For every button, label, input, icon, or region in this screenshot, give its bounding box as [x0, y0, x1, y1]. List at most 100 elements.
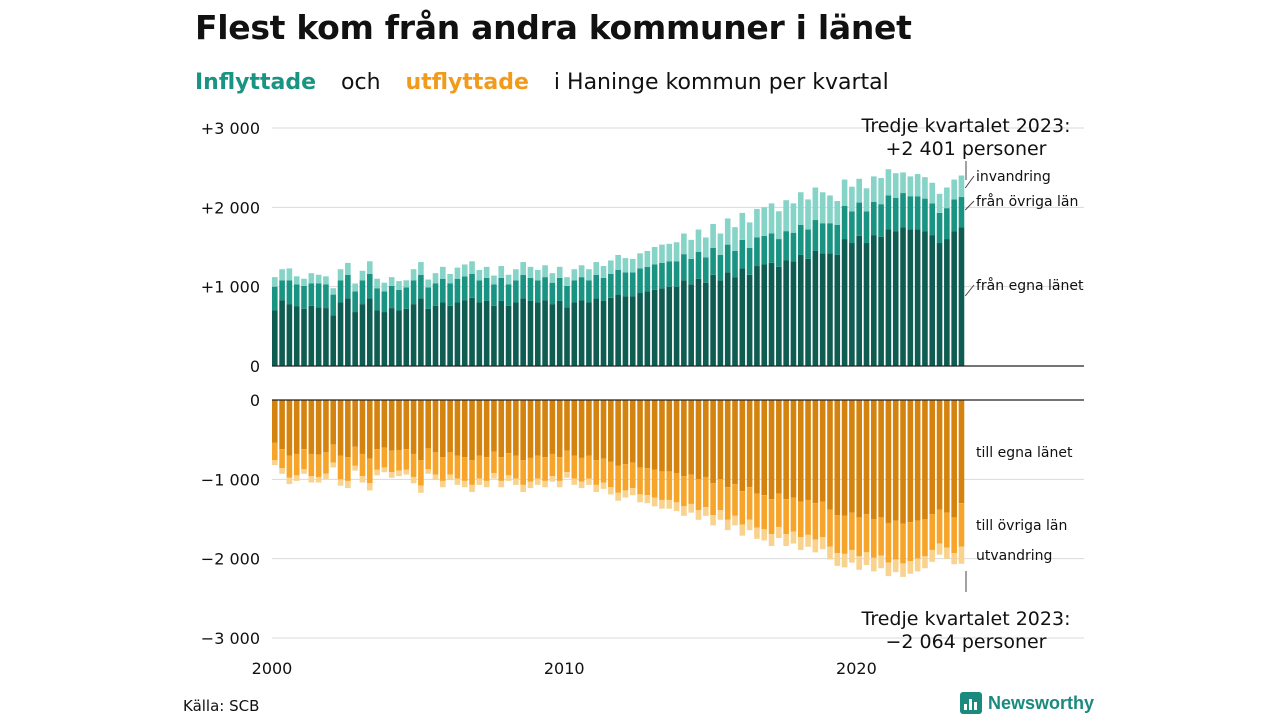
inflow-bar-egna	[359, 304, 366, 366]
outflow-bar-egna	[871, 400, 877, 519]
inflow-bar-egna	[301, 308, 307, 366]
inflow-bar-egna	[922, 231, 928, 366]
inflow-bar-egna	[615, 294, 621, 366]
subtitle-rest: i Haninge kommun per kvartal	[553, 70, 889, 95]
newsworthy-logo-icon	[960, 692, 982, 714]
outflow-bar-utvandring	[827, 546, 833, 560]
leader-line	[964, 284, 975, 297]
outflow-bar-utvandring	[958, 546, 965, 564]
inflow-bar-invandring	[849, 186, 855, 212]
outflow-bar-egna	[666, 400, 673, 472]
inflow-bar-invandring	[337, 269, 344, 281]
inflow-bar-egna	[513, 302, 519, 366]
inflow-bar-invandring	[527, 266, 534, 278]
outflow-bar-utvandring	[454, 478, 461, 485]
outflow-bar-ovriga	[315, 454, 322, 477]
outflow-bar-ovriga	[542, 457, 548, 481]
outflow-bar-ovriga	[615, 465, 621, 493]
outflow-bar-ovriga	[871, 519, 877, 558]
outflow-bar-ovriga	[578, 457, 585, 482]
inflow-bar-egna	[396, 310, 402, 366]
inflow-bar-invandring	[556, 266, 563, 278]
outflow-bar-utvandring	[345, 480, 351, 489]
outflow-bar-utvandring	[688, 503, 694, 513]
outflow-bar-egna	[388, 400, 395, 451]
outflow-bar-ovriga	[337, 455, 344, 480]
outflow-bar-ovriga	[556, 457, 563, 481]
outflow-bar-egna	[564, 400, 570, 451]
inflow-bar-egna	[885, 229, 892, 366]
inflow-bar-invandring	[783, 200, 789, 232]
outflow-bar-egna	[608, 400, 614, 462]
inflow-bar-ovriga	[571, 280, 578, 303]
inflow-bar-egna	[724, 272, 731, 366]
outflow-bar-utvandring	[491, 472, 497, 479]
outflow-bar-egna	[578, 400, 585, 458]
inflow-bar-egna	[783, 260, 789, 366]
inflow-bar-ovriga	[944, 208, 950, 240]
outflow-bar-ovriga	[797, 501, 804, 538]
inflow-bar-invandring	[301, 278, 307, 286]
outflow-bar-utvandring	[527, 481, 534, 489]
outflow-bar-egna	[776, 400, 782, 494]
outflow-bar-utvandring	[739, 524, 746, 536]
inflow-bar-invandring	[279, 269, 285, 281]
outflow-bar-utvandring	[776, 526, 782, 539]
inflow-bar-invandring	[440, 266, 446, 279]
inflow-bar-egna	[732, 277, 738, 366]
outflow-bar-egna	[461, 400, 468, 458]
outflow-bar-ovriga	[790, 497, 797, 532]
inflow-bar-invandring	[900, 172, 906, 194]
y-tick-label-bottom: −1 000	[201, 470, 260, 489]
outflow-bar-ovriga	[534, 455, 541, 479]
outflow-bar-utvandring	[944, 547, 950, 559]
outflow-bar-ovriga	[622, 464, 629, 491]
inflow-bar-ovriga	[739, 239, 746, 269]
inflow-bar-invandring	[754, 208, 760, 238]
outflow-bar-egna	[498, 400, 505, 458]
inflow-bar-ovriga	[644, 266, 651, 292]
outflow-bar-egna	[746, 400, 753, 488]
inflow-bar-ovriga	[534, 280, 541, 303]
inflow-bar-invandring	[827, 195, 833, 224]
inflow-bar-invandring	[505, 274, 512, 285]
outflow-bar-ovriga	[279, 449, 285, 469]
inflow-bar-egna	[841, 239, 848, 366]
inflow-bar-ovriga	[381, 291, 388, 313]
outflow-bar-ovriga	[841, 515, 848, 554]
outflow-bar-egna	[374, 400, 380, 450]
inflow-bar-ovriga	[454, 278, 461, 303]
inflow-bar-invandring	[381, 282, 388, 292]
inflow-bar-invandring	[330, 288, 337, 295]
outflow-bar-egna	[797, 400, 804, 502]
outflow-bar-utvandring	[629, 488, 636, 496]
inflow-bar-invandring	[673, 242, 680, 262]
inflow-bar-ovriga	[491, 284, 497, 306]
migration-chart: +3 000 +2 000 +1 000 0 0 −1 000 −2 000 −3 000 20…	[201, 115, 1084, 678]
outflow-bar-egna	[710, 400, 716, 484]
outflow-bar-utvandring	[622, 490, 629, 498]
outflow-bar-utvandring	[754, 527, 760, 539]
inflow-bar-ovriga	[724, 244, 731, 273]
inflow-bar-egna	[929, 235, 936, 366]
outflow-series-label: utvandring	[976, 548, 1052, 564]
inflow-bar-egna	[936, 243, 943, 366]
outflow-bar-utvandring	[425, 469, 432, 474]
outflow-bar-egna	[330, 400, 337, 445]
leader-line	[964, 200, 975, 211]
outflow-bar-egna	[907, 400, 914, 523]
outflow-bar-ovriga	[702, 476, 709, 508]
inflow-bar-invandring	[907, 176, 914, 197]
outflow-bar-ovriga	[432, 452, 439, 475]
x-tick-label: 2020	[836, 659, 877, 678]
inflow-bar-ovriga	[615, 270, 621, 295]
outflow-bar-egna	[513, 400, 519, 456]
brand-name: Newsworthy	[988, 692, 1095, 713]
outflow-bar-ovriga	[856, 517, 862, 557]
inflow-bar-egna	[681, 280, 687, 366]
inflow-bar-ovriga	[629, 272, 636, 297]
outflow-bar-utvandring	[892, 559, 899, 573]
inflow-bar-ovriga	[951, 199, 957, 232]
outflow-bar-utvandring	[410, 476, 417, 484]
outflow-bar-egna	[272, 400, 278, 443]
